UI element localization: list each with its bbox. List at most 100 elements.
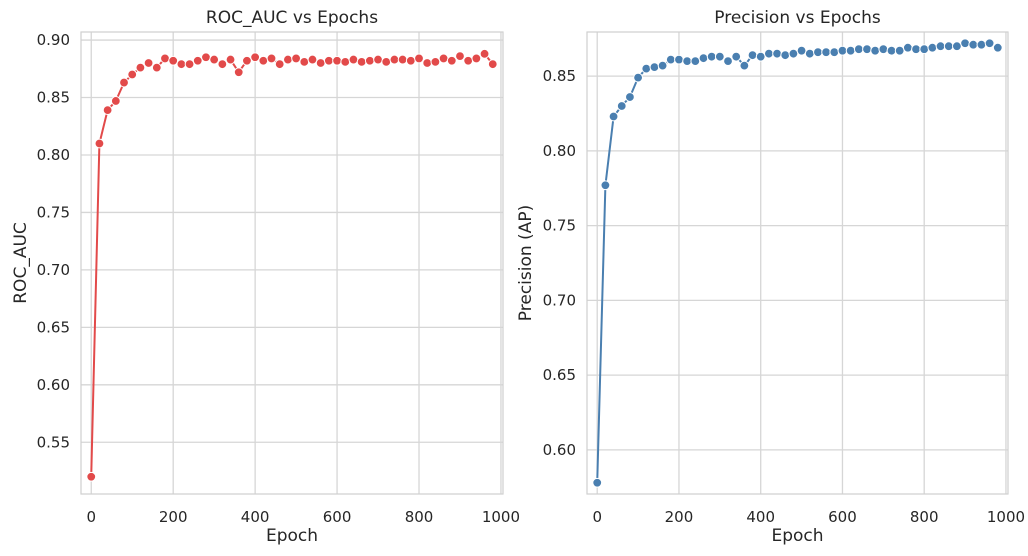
data-point xyxy=(862,44,872,55)
data-point xyxy=(209,54,220,65)
data-point xyxy=(283,54,293,65)
x-tick-label: 600 xyxy=(828,508,857,526)
y-tick-label: 0.80 xyxy=(543,142,576,160)
data-point xyxy=(151,62,162,73)
x-tick-label: 600 xyxy=(323,508,352,526)
data-point xyxy=(307,54,318,65)
data-point xyxy=(592,477,603,488)
data-point xyxy=(430,56,441,67)
data-point xyxy=(813,47,823,58)
data-point xyxy=(616,101,627,111)
data-point xyxy=(135,62,146,73)
x-tick-label: 200 xyxy=(665,508,694,526)
y-tick-label: 0.60 xyxy=(37,376,70,394)
data-point xyxy=(608,111,619,122)
data-point xyxy=(438,53,449,64)
data-point xyxy=(894,45,905,56)
data-point xyxy=(600,180,611,191)
data-point xyxy=(763,48,774,59)
data-point xyxy=(119,77,129,88)
data-point xyxy=(127,69,138,80)
y-tick-label: 0.85 xyxy=(543,67,576,85)
data-point xyxy=(471,53,482,64)
data-point xyxy=(796,45,807,56)
x-tick-label: 800 xyxy=(405,508,434,526)
data-point xyxy=(479,48,490,59)
data-point xyxy=(487,59,498,70)
y-tick-label: 0.80 xyxy=(37,146,70,164)
data-point xyxy=(731,51,742,62)
data-point xyxy=(176,59,187,70)
y-tick-label: 0.65 xyxy=(37,318,70,336)
y-tick-label: 0.70 xyxy=(37,261,70,279)
data-point xyxy=(984,38,995,49)
x-tick-label: 400 xyxy=(746,508,775,526)
data-point xyxy=(258,55,269,66)
data-point xyxy=(315,58,326,68)
data-point xyxy=(184,59,195,70)
data-point xyxy=(348,54,359,65)
y-tick-label: 0.75 xyxy=(37,203,70,221)
data-point xyxy=(250,52,261,63)
data-point xyxy=(804,48,815,59)
data-point xyxy=(919,44,930,55)
data-point xyxy=(952,41,962,52)
data-point xyxy=(755,51,766,62)
y-tick-label: 0.75 xyxy=(543,217,576,235)
y-tick-label: 0.65 xyxy=(543,366,576,384)
data-point xyxy=(446,55,457,66)
data-point xyxy=(463,55,474,66)
data-point xyxy=(682,56,693,67)
data-point xyxy=(641,63,652,74)
data-point xyxy=(143,58,154,68)
data-point xyxy=(657,60,668,71)
data-point xyxy=(853,44,864,55)
data-point xyxy=(397,54,408,65)
roc-auc-panel: 0 200 400 600 800 1000 0.55 0.60 0.65 0.70 0.75 0.8… xyxy=(11,8,520,546)
data-point xyxy=(960,38,970,49)
data-point xyxy=(225,54,236,65)
data-point xyxy=(902,42,913,53)
data-point xyxy=(723,56,733,67)
data-point xyxy=(94,138,105,149)
data-point xyxy=(323,55,334,66)
chart-title: ROC_AUC vs Epochs xyxy=(206,8,378,28)
data-point xyxy=(381,56,392,67)
data-point xyxy=(633,72,643,83)
data-point xyxy=(886,45,897,56)
data-point xyxy=(935,41,946,52)
data-point xyxy=(455,51,465,62)
plot-frame xyxy=(80,31,504,495)
data-point xyxy=(291,53,301,64)
data-point xyxy=(821,47,832,58)
data-point xyxy=(739,60,750,71)
y-axis-label: Precision (AP) xyxy=(516,205,536,321)
x-tick-label: 400 xyxy=(241,508,270,526)
x-tick-label: 200 xyxy=(159,508,188,526)
data-point xyxy=(192,55,203,66)
x-axis-label: Epoch xyxy=(771,526,823,546)
series-line xyxy=(90,52,494,477)
data-point xyxy=(405,55,416,66)
data-point xyxy=(102,105,113,116)
data-point xyxy=(168,55,179,66)
data-point xyxy=(340,56,351,67)
data-point xyxy=(943,41,954,52)
data-point xyxy=(674,54,684,65)
y-axis-label: ROC_AUC xyxy=(11,222,31,304)
data-point xyxy=(389,54,400,65)
x-tick-label: 0 xyxy=(592,508,602,526)
data-point xyxy=(217,59,228,70)
data-point xyxy=(747,50,758,61)
data-point xyxy=(233,67,244,78)
data-point xyxy=(373,54,383,65)
y-tick-label: 0.90 xyxy=(37,31,70,49)
y-tick-label: 0.60 xyxy=(543,441,576,459)
data-point xyxy=(414,53,424,64)
data-point xyxy=(625,92,635,102)
data-point xyxy=(422,58,433,68)
chart-title: Precision vs Epochs xyxy=(714,8,881,28)
plot-frame xyxy=(586,31,1009,495)
data-point xyxy=(976,39,987,50)
